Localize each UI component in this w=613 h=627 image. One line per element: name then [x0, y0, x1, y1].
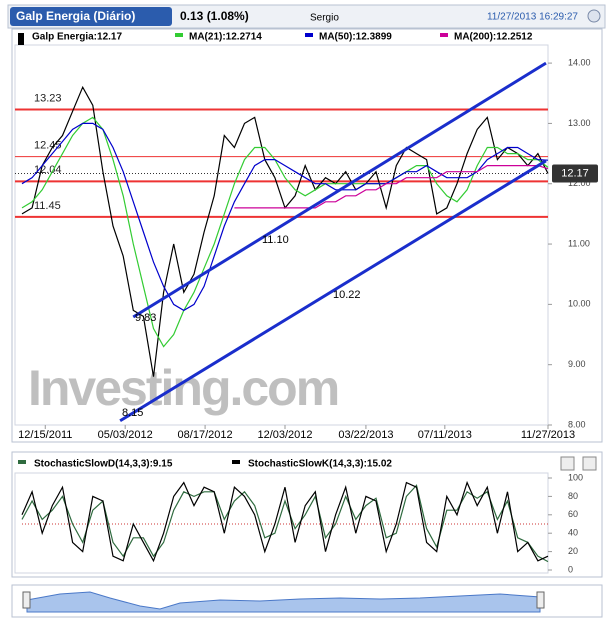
close-panel-button[interactable] [582, 456, 597, 471]
datetime: 11/27/2013 16:29:27 [487, 12, 578, 23]
y-tick-label: 0 [568, 564, 573, 574]
legend-label: MA(21):12.2714 [189, 32, 262, 43]
y-tick-label: 80 [568, 491, 578, 501]
y-tick-label: 8.00 [568, 419, 586, 429]
y-tick-label: 60 [568, 509, 578, 519]
y-tick-label: 10.00 [568, 299, 591, 309]
x-tick-label: 12/15/2011 [18, 429, 72, 441]
user: Sergio [310, 13, 339, 24]
minimize-button[interactable] [560, 456, 575, 471]
plot-area [14, 44, 549, 426]
legend-swatch [232, 460, 240, 464]
legend-label: Galp Energia:12.17 [32, 32, 122, 43]
stoch-plot-area [14, 472, 549, 574]
legend-label: StochasticSlowD(14,3,3):9.15 [34, 459, 173, 470]
y-tick-label: 20 [568, 546, 578, 556]
change: 0.13 (1.08%) [180, 9, 249, 23]
trendline [119, 159, 547, 423]
annotation: 11.10 [262, 234, 289, 246]
legend-swatch [305, 33, 313, 37]
title-tab [10, 7, 172, 26]
navigator-handle-left[interactable] [22, 591, 31, 609]
last-value-label: 12.17 [561, 167, 589, 179]
series-line [21, 480, 549, 563]
stoch-panel [11, 451, 603, 578]
y-tick-label: 100 [568, 472, 583, 482]
legend-label: MA(50):12.3899 [319, 32, 392, 43]
x-tick-label: 05/03/2012 [98, 429, 153, 441]
title: Galp Energia (Diário) [16, 9, 135, 23]
series-line [21, 122, 549, 312]
y-tick-label: 14.00 [568, 57, 591, 67]
x-tick-label: 11/27/2013 [521, 429, 575, 441]
legend-swatch [175, 33, 183, 37]
annotation: 8.15 [122, 407, 143, 419]
close-button[interactable] [587, 9, 601, 23]
legend-label: StochasticSlowK(14,3,3):15.02 [248, 459, 392, 470]
legend-swatch [18, 33, 24, 45]
x-tick-label: 08/17/2012 [178, 429, 233, 441]
price-panel [11, 28, 603, 443]
x-tick-label: 03/22/2013 [338, 429, 393, 441]
legend-swatch [18, 460, 26, 464]
navigator-handle-right[interactable] [536, 591, 545, 609]
watermark: Investing.com [28, 360, 338, 416]
y-tick-label: 40 [568, 528, 578, 538]
last-value-box [552, 164, 598, 183]
x-tick-label: 12/03/2012 [257, 429, 312, 441]
level-label: 12.45 [34, 139, 62, 151]
series-line [21, 116, 549, 348]
legend-swatch [440, 33, 448, 37]
y-tick-label: 11.00 [568, 238, 590, 248]
y-tick-label: 9.00 [568, 359, 586, 369]
series-line [234, 165, 549, 209]
trendline [132, 61, 547, 319]
y-tick-label: 12.00 [568, 178, 591, 188]
annotation: 10.22 [333, 289, 361, 301]
y-tick-label: 13.00 [568, 118, 591, 128]
level-label: 13.23 [34, 92, 62, 104]
level-label: 11.45 [34, 200, 61, 212]
x-tick-label: 07/11/2013 [418, 429, 472, 441]
annotation: 9.83 [135, 312, 156, 324]
legend-label: MA(200):12.2512 [454, 32, 533, 43]
